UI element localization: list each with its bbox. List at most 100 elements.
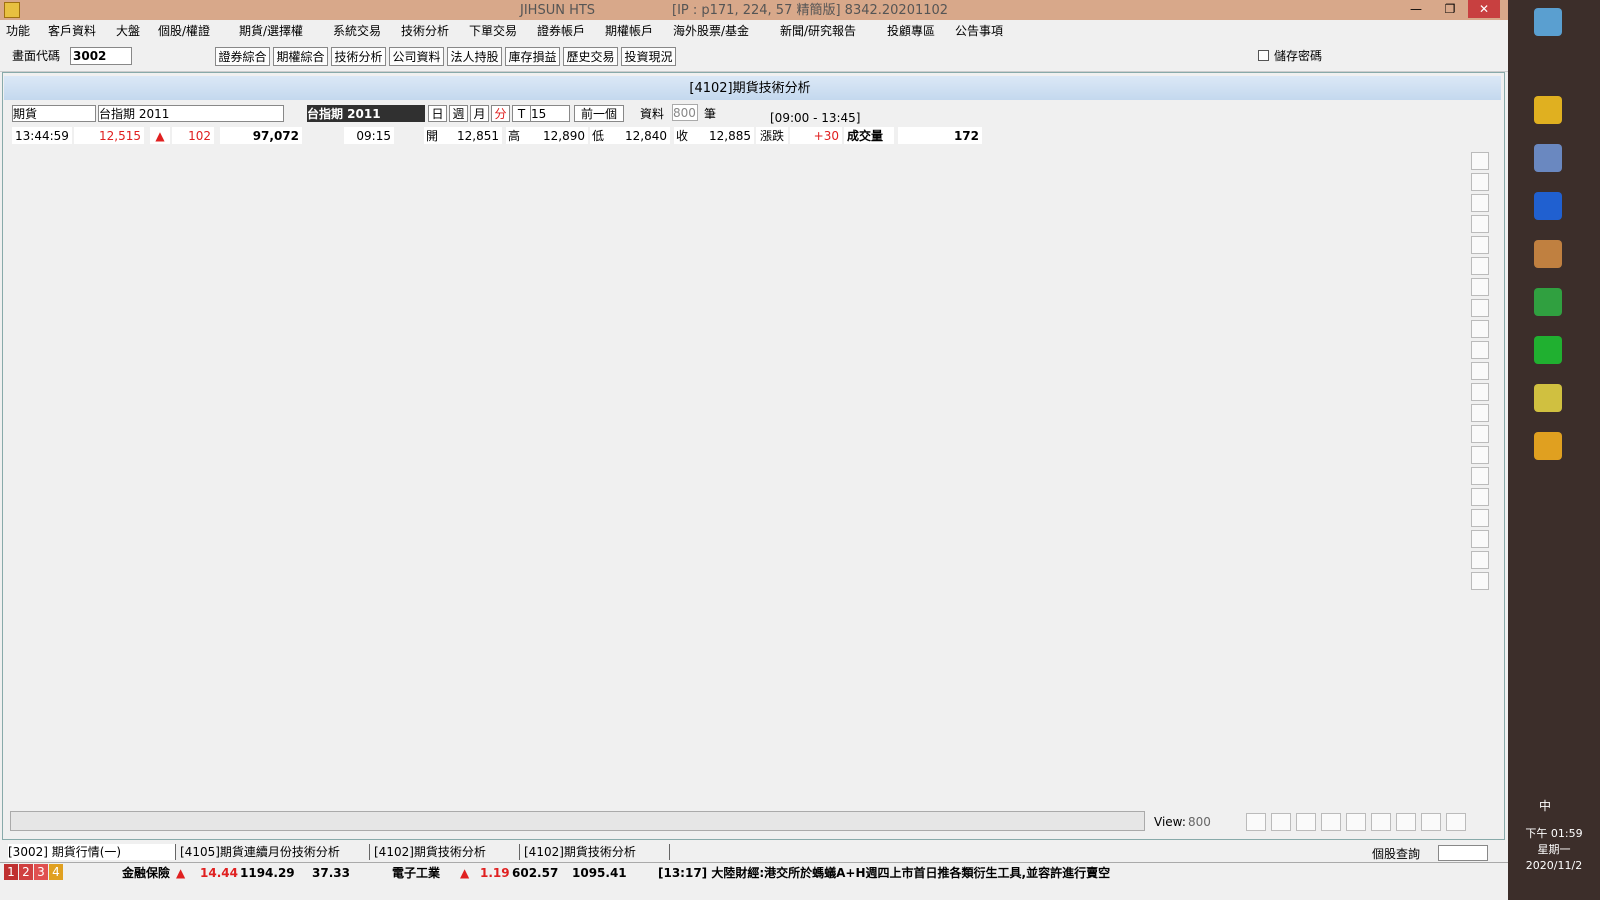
tool-button[interactable] (1471, 425, 1489, 443)
h-scrollbar[interactable] (10, 811, 1145, 831)
taskbar-icon[interactable] (1534, 336, 1562, 364)
page-button[interactable]: 4 (49, 864, 63, 880)
tool-button[interactable] (1471, 278, 1489, 296)
tool-button[interactable] (1471, 509, 1489, 527)
menu-item[interactable]: 技術分析 (401, 24, 450, 38)
clock-date: 2020/11/2 (1525, 858, 1583, 872)
tool-button[interactable] (1471, 257, 1489, 275)
bottom-tool[interactable] (1246, 813, 1266, 831)
window-button[interactable]: — (1410, 2, 1422, 16)
contract-display: 台指期 2011 (307, 105, 425, 122)
taskbar-icon[interactable] (1534, 384, 1562, 412)
toolbar-button[interactable]: 投資現況 (621, 47, 676, 66)
tool-button[interactable] (1471, 194, 1489, 212)
tool-button[interactable] (1471, 299, 1489, 317)
tool-button[interactable] (1471, 551, 1489, 569)
window-info: [IP : p171, 224, 57 精簡版] 8342.20201102 (672, 2, 949, 18)
tool-button[interactable] (1471, 215, 1489, 233)
taskbar-icon[interactable] (1534, 144, 1562, 172)
menu-item[interactable]: 客戶資料 (48, 24, 97, 38)
menu-item[interactable]: 公告事項 (955, 24, 1004, 38)
ticker-item: 1194.29 (240, 866, 295, 880)
window-button[interactable]: ✕ (1468, 0, 1500, 18)
toolbar-button[interactable]: 歷史交易 (563, 47, 618, 66)
bottom-tool[interactable] (1346, 813, 1366, 831)
toolbar-button[interactable]: 期權綜合 (273, 47, 328, 66)
prev-button[interactable]: 前一個 (574, 105, 624, 122)
taskbar-icon[interactable] (1534, 96, 1562, 124)
bottom-tool[interactable] (1296, 813, 1316, 831)
tool-button[interactable] (1471, 488, 1489, 506)
market-select[interactable]: 期貨 (12, 105, 96, 122)
tool-button[interactable] (1471, 404, 1489, 422)
interval-select[interactable]: 15 (530, 105, 570, 122)
page-button[interactable]: 3 (34, 864, 48, 880)
menu-item[interactable]: 系統交易 (333, 24, 382, 38)
bottom-tool[interactable] (1371, 813, 1391, 831)
toolbar-button[interactable]: 證券綜合 (215, 47, 270, 66)
tool-button[interactable] (1471, 320, 1489, 338)
quote-cell: 172 (898, 127, 982, 144)
tool-button[interactable] (1471, 341, 1489, 359)
bottom-tool[interactable] (1321, 813, 1341, 831)
menu-item[interactable]: 個股/權證 (158, 24, 211, 38)
toolbar-button[interactable]: 法人持股 (447, 47, 502, 66)
tool-button[interactable] (1471, 383, 1489, 401)
taskbar-icon[interactable] (1534, 240, 1562, 268)
bottom-tool[interactable] (1271, 813, 1291, 831)
menu-item[interactable]: 投顧專區 (887, 24, 936, 38)
quote-cell: 低 (590, 127, 606, 144)
tool-button[interactable] (1471, 152, 1489, 170)
tool-button[interactable] (1471, 572, 1489, 590)
toolbar-button[interactable]: 庫存損益 (505, 47, 560, 66)
tool-button[interactable] (1471, 236, 1489, 254)
tool-button[interactable] (1471, 530, 1489, 548)
tool-button[interactable] (1471, 362, 1489, 380)
tab[interactable]: [4102]期貨技術分析 (524, 844, 670, 860)
taskbar-icon[interactable] (1534, 8, 1562, 36)
tool-button[interactable] (1471, 467, 1489, 485)
data-count[interactable]: 800 (672, 104, 698, 121)
tool-button[interactable] (1471, 446, 1489, 464)
period-button[interactable]: 日 (428, 105, 447, 122)
menu-item[interactable]: 功能 (6, 24, 31, 38)
menu-item[interactable]: 海外股票/基金 (673, 24, 750, 38)
bottom-tool[interactable] (1446, 813, 1466, 831)
period-button[interactable]: 月 (470, 105, 489, 122)
menu-item[interactable]: 期貨/選擇權 (239, 24, 304, 38)
taskbar-icon[interactable] (1534, 432, 1562, 460)
ticker-bar (0, 862, 1508, 884)
taskbar-icon[interactable] (1534, 192, 1562, 220)
toolbar-button[interactable]: 技術分析 (331, 47, 386, 66)
taskbar-icon[interactable] (1534, 288, 1562, 316)
menu-item[interactable]: 證券帳戶 (537, 24, 586, 38)
contract-select[interactable]: 台指期 2011 (98, 105, 284, 122)
bottom-tool[interactable] (1421, 813, 1441, 831)
tab[interactable]: [4105]期貨連續月份技術分析 (180, 844, 370, 860)
code-input[interactable]: 3002 (70, 47, 132, 65)
tab[interactable]: [4102]期貨技術分析 (374, 844, 520, 860)
toolbar-button[interactable]: 公司資料 (389, 47, 444, 66)
inner-window (2, 72, 1505, 840)
quote-cell: 開 (424, 127, 440, 144)
period-button[interactable]: T (512, 105, 531, 122)
tool-button[interactable] (1471, 173, 1489, 191)
menu-item[interactable]: 新聞/研究報告 (780, 24, 857, 38)
window-button[interactable]: ❐ (1444, 2, 1456, 16)
menu-item[interactable]: 大盤 (116, 24, 141, 38)
bottom-tool[interactable] (1396, 813, 1416, 831)
query-input[interactable] (1438, 845, 1488, 861)
page-button[interactable]: 1 (4, 864, 18, 880)
query-label: 個股查詢 (1372, 847, 1421, 861)
quote-cell: 13:44:59 (12, 127, 72, 144)
menu-item[interactable]: 下單交易 (469, 24, 518, 38)
tab[interactable]: [3002] 期貨行情(一) (8, 844, 176, 860)
save-password-check[interactable] (1258, 50, 1269, 61)
period-button[interactable]: 週 (449, 105, 468, 122)
quote-cell: 成交量 (844, 127, 894, 144)
menu-item[interactable]: 期權帳戶 (605, 24, 654, 38)
page-button[interactable]: 2 (19, 864, 33, 880)
data-label: 資料 (640, 106, 665, 121)
period-button[interactable]: 分 (491, 105, 510, 122)
